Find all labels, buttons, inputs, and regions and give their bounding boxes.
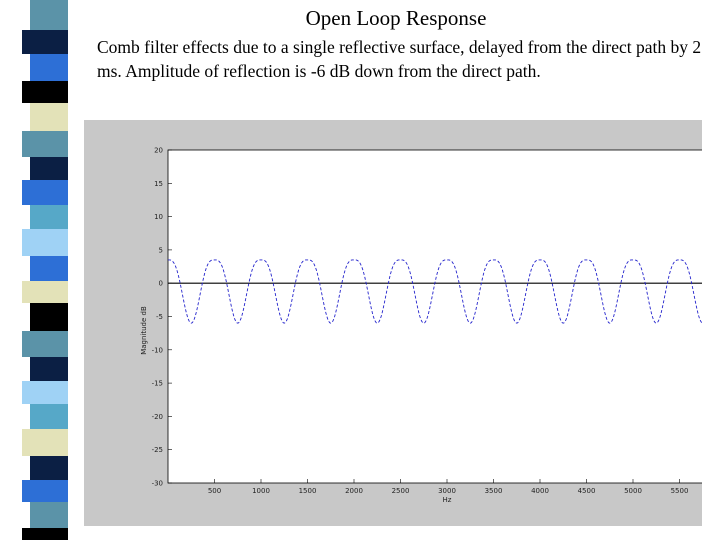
stripe-block [22, 381, 68, 404]
x-tick-label: 500 [208, 487, 221, 495]
stripe-block [30, 404, 68, 429]
x-tick-label: 5000 [624, 487, 642, 495]
x-tick-label: 5500 [671, 487, 689, 495]
decorative-stripe [0, 0, 68, 545]
stripe-block [22, 30, 68, 54]
stripe-block [30, 54, 68, 81]
x-tick-label: 1500 [299, 487, 317, 495]
x-tick-label: 3000 [438, 487, 456, 495]
x-tick-label: 4000 [531, 487, 549, 495]
x-axis-label: Hz [443, 496, 452, 504]
stripe-block [22, 281, 68, 303]
y-axis-label: Magnitude dB [140, 306, 148, 355]
stripe-block [30, 502, 68, 528]
x-tick-label: 4500 [578, 487, 596, 495]
stripe-block [30, 303, 68, 331]
y-tick-label: -20 [152, 413, 163, 421]
y-tick-label: 5 [159, 246, 163, 254]
stripe-block [30, 205, 68, 229]
stripe-block [30, 157, 68, 180]
series-group [167, 259, 702, 324]
y-tick-label: 0 [159, 280, 163, 288]
stripe-block [30, 256, 68, 281]
stripe-blocks [22, 0, 68, 545]
stripe-block [22, 429, 68, 456]
y-tick-label: -15 [152, 380, 163, 388]
y-tick-label: 20 [154, 147, 163, 155]
x-tick-label: 2000 [345, 487, 363, 495]
slide-title: Open Loop Response [305, 6, 487, 30]
stripe-block [30, 0, 68, 30]
y-tick-label: -30 [152, 480, 163, 488]
stripe-block [22, 229, 68, 256]
stripe-block [22, 480, 68, 502]
x-axis-ticks: 500 1000 1500 2000 2500 3000 3500 4000 4500 5000 5… [208, 479, 689, 495]
stripe-block [22, 528, 68, 545]
stripe-block [22, 131, 68, 157]
y-tick-label: 10 [154, 213, 163, 221]
y-tick-label: 15 [154, 180, 163, 188]
y-tick-label: -10 [152, 346, 163, 354]
x-tick-label: 1000 [252, 487, 270, 495]
x-tick-label: 2500 [392, 487, 410, 495]
stripe-block [22, 331, 68, 357]
stripe-block [30, 456, 68, 480]
plot-area [167, 149, 702, 484]
stripe-block [22, 81, 68, 103]
stripe-block [30, 357, 68, 381]
stripe-block [30, 103, 68, 131]
y-axis-ticks: 20 15 10 5 0 -5 -10 -15 -20 -25 -30 [152, 147, 172, 488]
comb-filter-chart: 500 1000 1500 2000 2500 3000 3500 4000 4500 5000 5… [140, 147, 702, 504]
stripe-block [22, 180, 68, 205]
y-tick-label: -25 [152, 446, 163, 454]
y-tick-label: -5 [156, 313, 163, 321]
x-tick-label: 3500 [485, 487, 503, 495]
comb-response-line [167, 259, 702, 324]
slide-caption: Comb filter effects due to a single refl… [97, 37, 702, 81]
